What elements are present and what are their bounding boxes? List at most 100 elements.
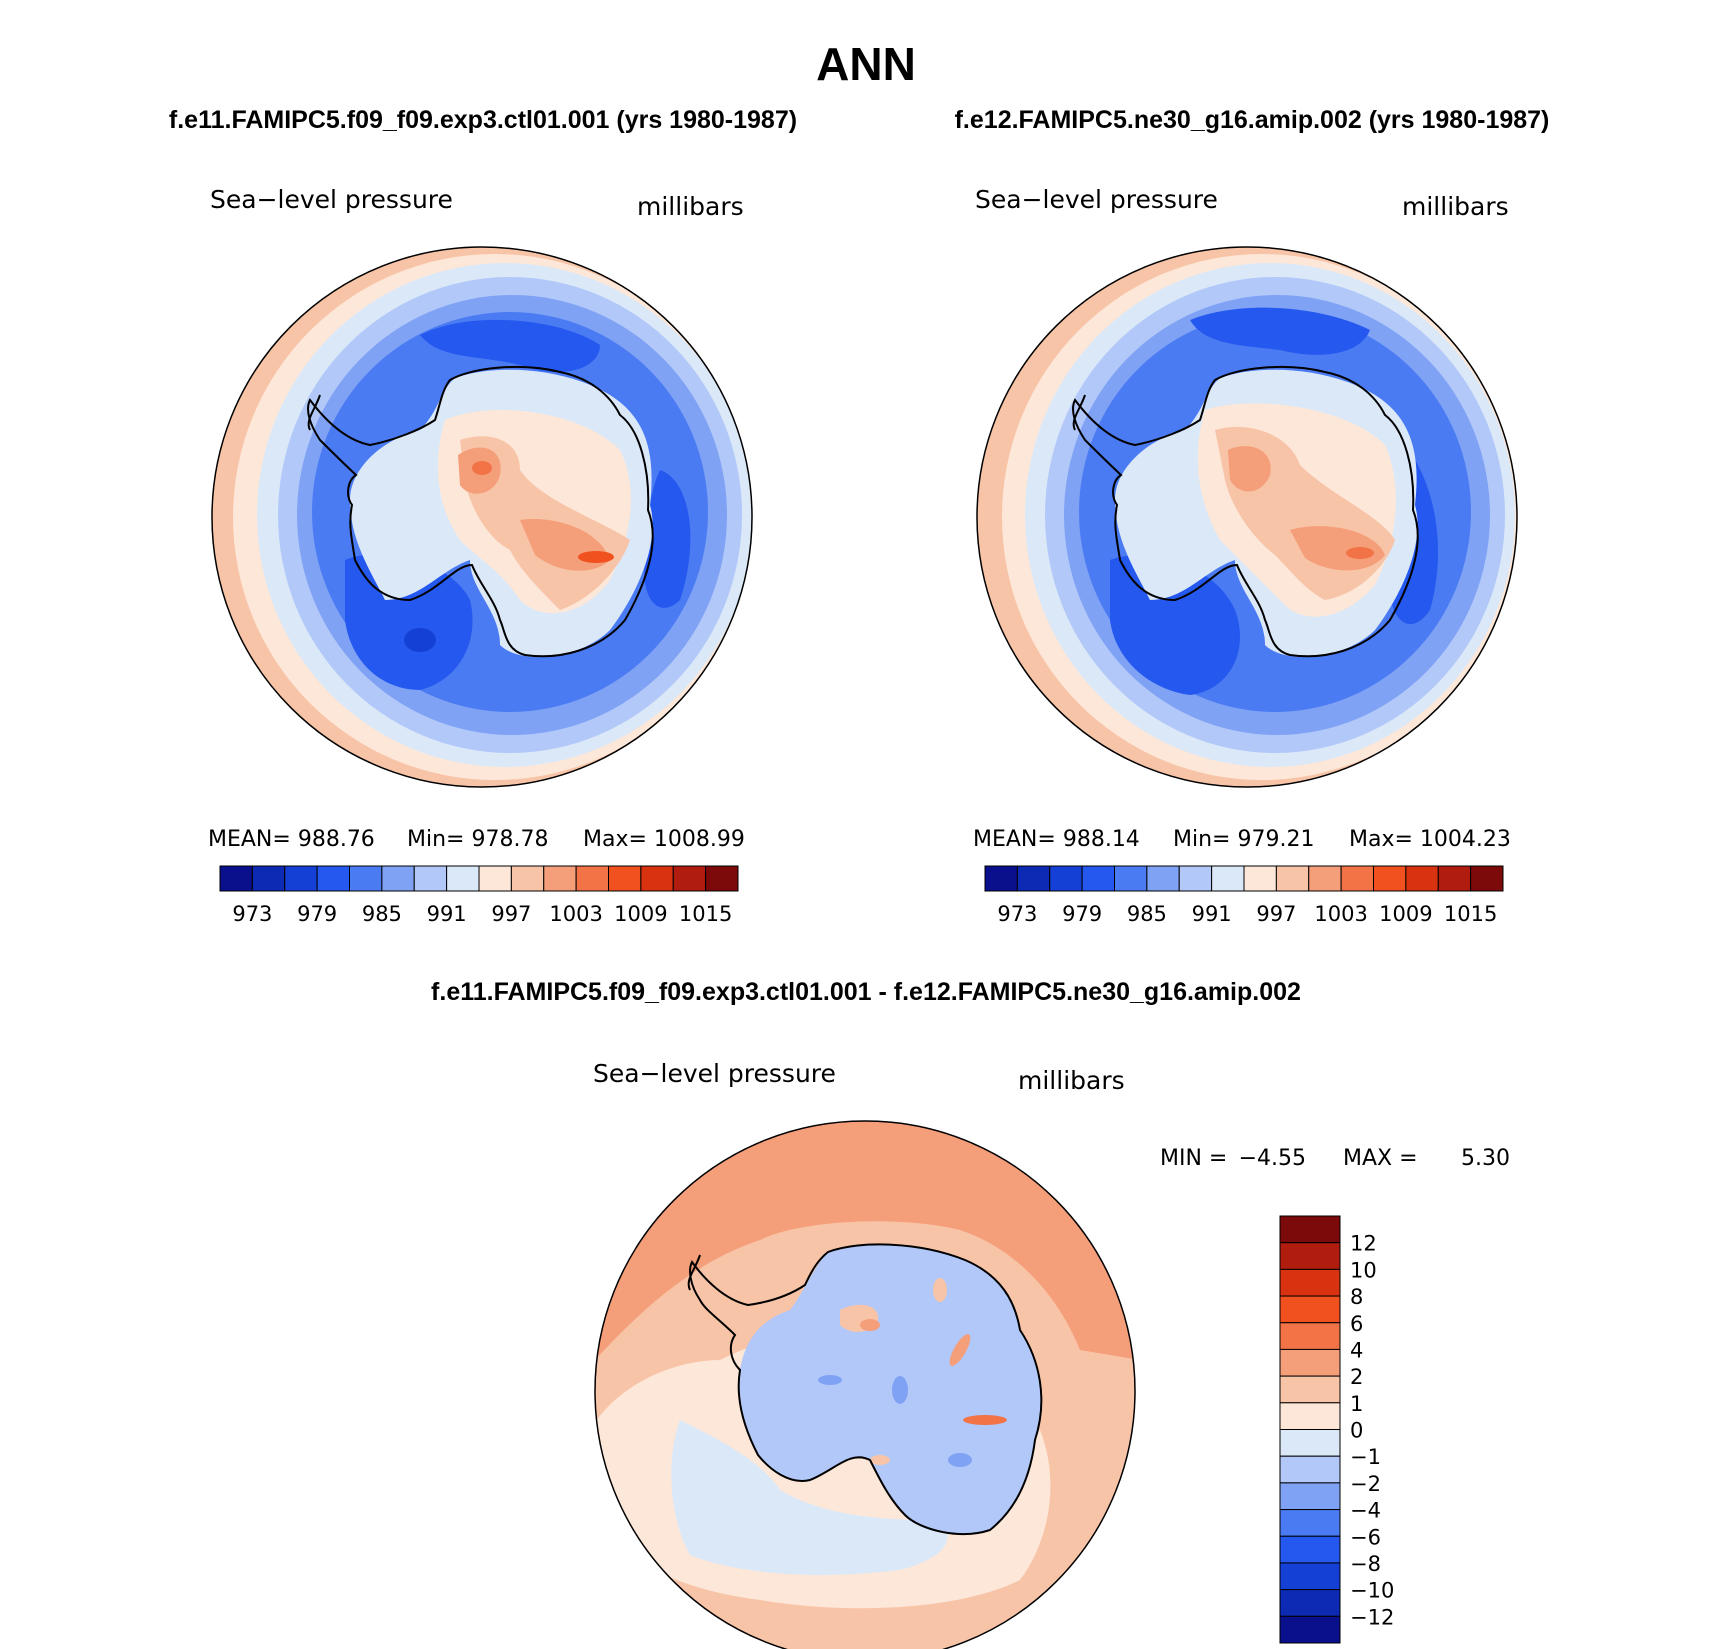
colorbar-swatch — [1211, 865, 1245, 892]
colorbar-swatch — [608, 865, 642, 892]
colorbar-swatch — [349, 865, 383, 892]
max-value: 1008.99 — [654, 827, 745, 852]
colorbar-swatch — [1279, 1375, 1341, 1404]
colorbar-swatch — [1279, 1562, 1341, 1591]
colorbar-swatch — [1279, 1215, 1341, 1244]
colorbar-swatch — [1279, 1615, 1341, 1644]
svg-text:Max= 1008.99: Max= 1008.99 — [583, 827, 745, 852]
panel-right-colorbar: 973 979 985 991 997 1003 1009 1015 — [984, 865, 1504, 926]
colorbar-tick-label: −6 — [1350, 1525, 1381, 1549]
map-border — [211, 246, 753, 788]
panel-right: Sea−level pressure millibars MEAN= 988.1… — [973, 185, 1518, 926]
panel-left-map — [212, 247, 752, 787]
coastline — [307, 365, 654, 658]
mean-value: 988.76 — [298, 827, 375, 852]
colorbar-swatch — [575, 865, 609, 892]
colorbar-tick-label: −2 — [1350, 1472, 1381, 1496]
colorbar-tick-label: 973 — [232, 902, 272, 926]
colorbar-swatch — [381, 865, 415, 892]
map-border — [976, 246, 1518, 788]
colorbar-swatch — [1279, 1509, 1341, 1537]
colorbar-tick-label: −10 — [1350, 1579, 1394, 1603]
panel-right-stats: MEAN= 988.14 Min= 979.21 Max= 1004.23 — [973, 827, 1511, 852]
low-pressure-region — [420, 319, 600, 373]
panel-left-units: millibars — [637, 192, 744, 221]
colorbar-swatch — [1049, 865, 1083, 892]
colorbar-swatch — [1279, 1429, 1341, 1457]
colorbar-swatch — [672, 865, 707, 892]
colorbar-swatch — [1146, 865, 1180, 892]
panel-right-map — [977, 247, 1517, 787]
min-value: 978.78 — [471, 827, 548, 852]
colorbar-swatch — [316, 865, 350, 892]
colorbar-swatch — [446, 865, 480, 892]
coastline — [1072, 365, 1419, 658]
svg-text:MIN =: MIN = — [1160, 1146, 1227, 1171]
colorbar-swatch — [1279, 1268, 1341, 1297]
panel-left: Sea−level pressure millibars MEAN= — [208, 185, 753, 926]
panel-diff-units: millibars — [1018, 1066, 1125, 1095]
colorbar-swatch — [1340, 865, 1374, 892]
max-value: 1004.23 — [1420, 827, 1511, 852]
colorbar-swatch — [1275, 865, 1310, 892]
colorbar-tick-label: 1009 — [614, 902, 667, 926]
colorbar-swatch — [284, 865, 318, 892]
coastline — [689, 1243, 1043, 1536]
svg-text:Max= 1004.23: Max= 1004.23 — [1349, 827, 1511, 852]
colorbar-tick-label: 1003 — [1314, 902, 1367, 926]
right-case-title: f.e12.FAMIPC5.ne30_g16.amip.002 (yrs 198… — [955, 106, 1550, 134]
colorbar-tick-label: 12 — [1350, 1232, 1377, 1256]
diff-patch — [892, 1376, 908, 1404]
colorbar-swatch — [1081, 865, 1115, 892]
colorbar-tick-label: 1015 — [1444, 902, 1497, 926]
colorbar-swatch — [984, 865, 1018, 892]
panel-diff-variable: Sea−level pressure — [593, 1059, 836, 1088]
colorbar-tick-label: 985 — [362, 902, 402, 926]
colorbar-swatch — [219, 865, 253, 892]
colorbar-swatch — [1437, 865, 1472, 892]
max-pressure-cell — [578, 551, 614, 563]
high-pressure-region — [1228, 446, 1271, 492]
panel-diff: Sea−level pressure millibars MIN = −4.55… — [593, 1059, 1510, 1649]
colorbar-swatch — [705, 865, 739, 892]
colorbar-swatch — [510, 865, 545, 892]
colorbar-tick-label: 1009 — [1379, 902, 1432, 926]
colorbar-tick-label: −4 — [1350, 1499, 1381, 1523]
colorbar-swatch — [1373, 865, 1407, 892]
colorbar-swatch — [1279, 1535, 1341, 1564]
max-label: MAX = — [1343, 1146, 1418, 1171]
svg-text:MEAN= 988.76: MEAN= 988.76 — [208, 827, 375, 852]
colorbar-tick-label: 991 — [1192, 902, 1232, 926]
panel-diff-map — [595, 1121, 1135, 1649]
left-case-title: f.e11.FAMIPC5.f09_f09.exp3.ctl01.001 (yr… — [169, 106, 797, 134]
diff-band — [671, 1420, 948, 1575]
colorbar-swatch — [1470, 865, 1504, 892]
diff-patch — [933, 1278, 947, 1302]
diff-patch — [963, 1415, 1007, 1425]
min-value: −4.55 — [1239, 1146, 1306, 1171]
colorbar-swatch — [1308, 865, 1342, 892]
min-label: MIN = — [1160, 1146, 1227, 1171]
svg-text:5.30: 5.30 — [1461, 1146, 1510, 1171]
panel-right-units: millibars — [1402, 192, 1509, 221]
diff-patch — [949, 1334, 971, 1366]
diff-patch — [870, 1455, 890, 1465]
colorbar-swatch — [1178, 865, 1213, 892]
max-pressure-cell — [1346, 547, 1374, 559]
colorbar-swatch — [1279, 1589, 1341, 1617]
colorbar-tick-label: 973 — [997, 902, 1037, 926]
min-value: 979.21 — [1237, 827, 1314, 852]
diff-patch — [818, 1375, 842, 1385]
colorbar-tick-label: 1003 — [549, 902, 602, 926]
colorbar-swatch — [251, 865, 286, 892]
colorbar-tick-label: 2 — [1350, 1365, 1363, 1389]
low-pressure-region — [644, 470, 691, 608]
colorbar-tick-label: 0 — [1350, 1419, 1363, 1443]
high-pressure-region — [1290, 526, 1385, 571]
colorbar-tick-label: 6 — [1350, 1312, 1363, 1336]
low-pressure-region — [1190, 307, 1370, 355]
panel-left-stats: MEAN= 988.76 Min= 978.78 Max= 1008.99 — [208, 827, 745, 852]
figure-title: ANN — [816, 38, 916, 90]
colorbar-tick-label: 10 — [1350, 1258, 1377, 1282]
diff-patch — [860, 1319, 880, 1331]
